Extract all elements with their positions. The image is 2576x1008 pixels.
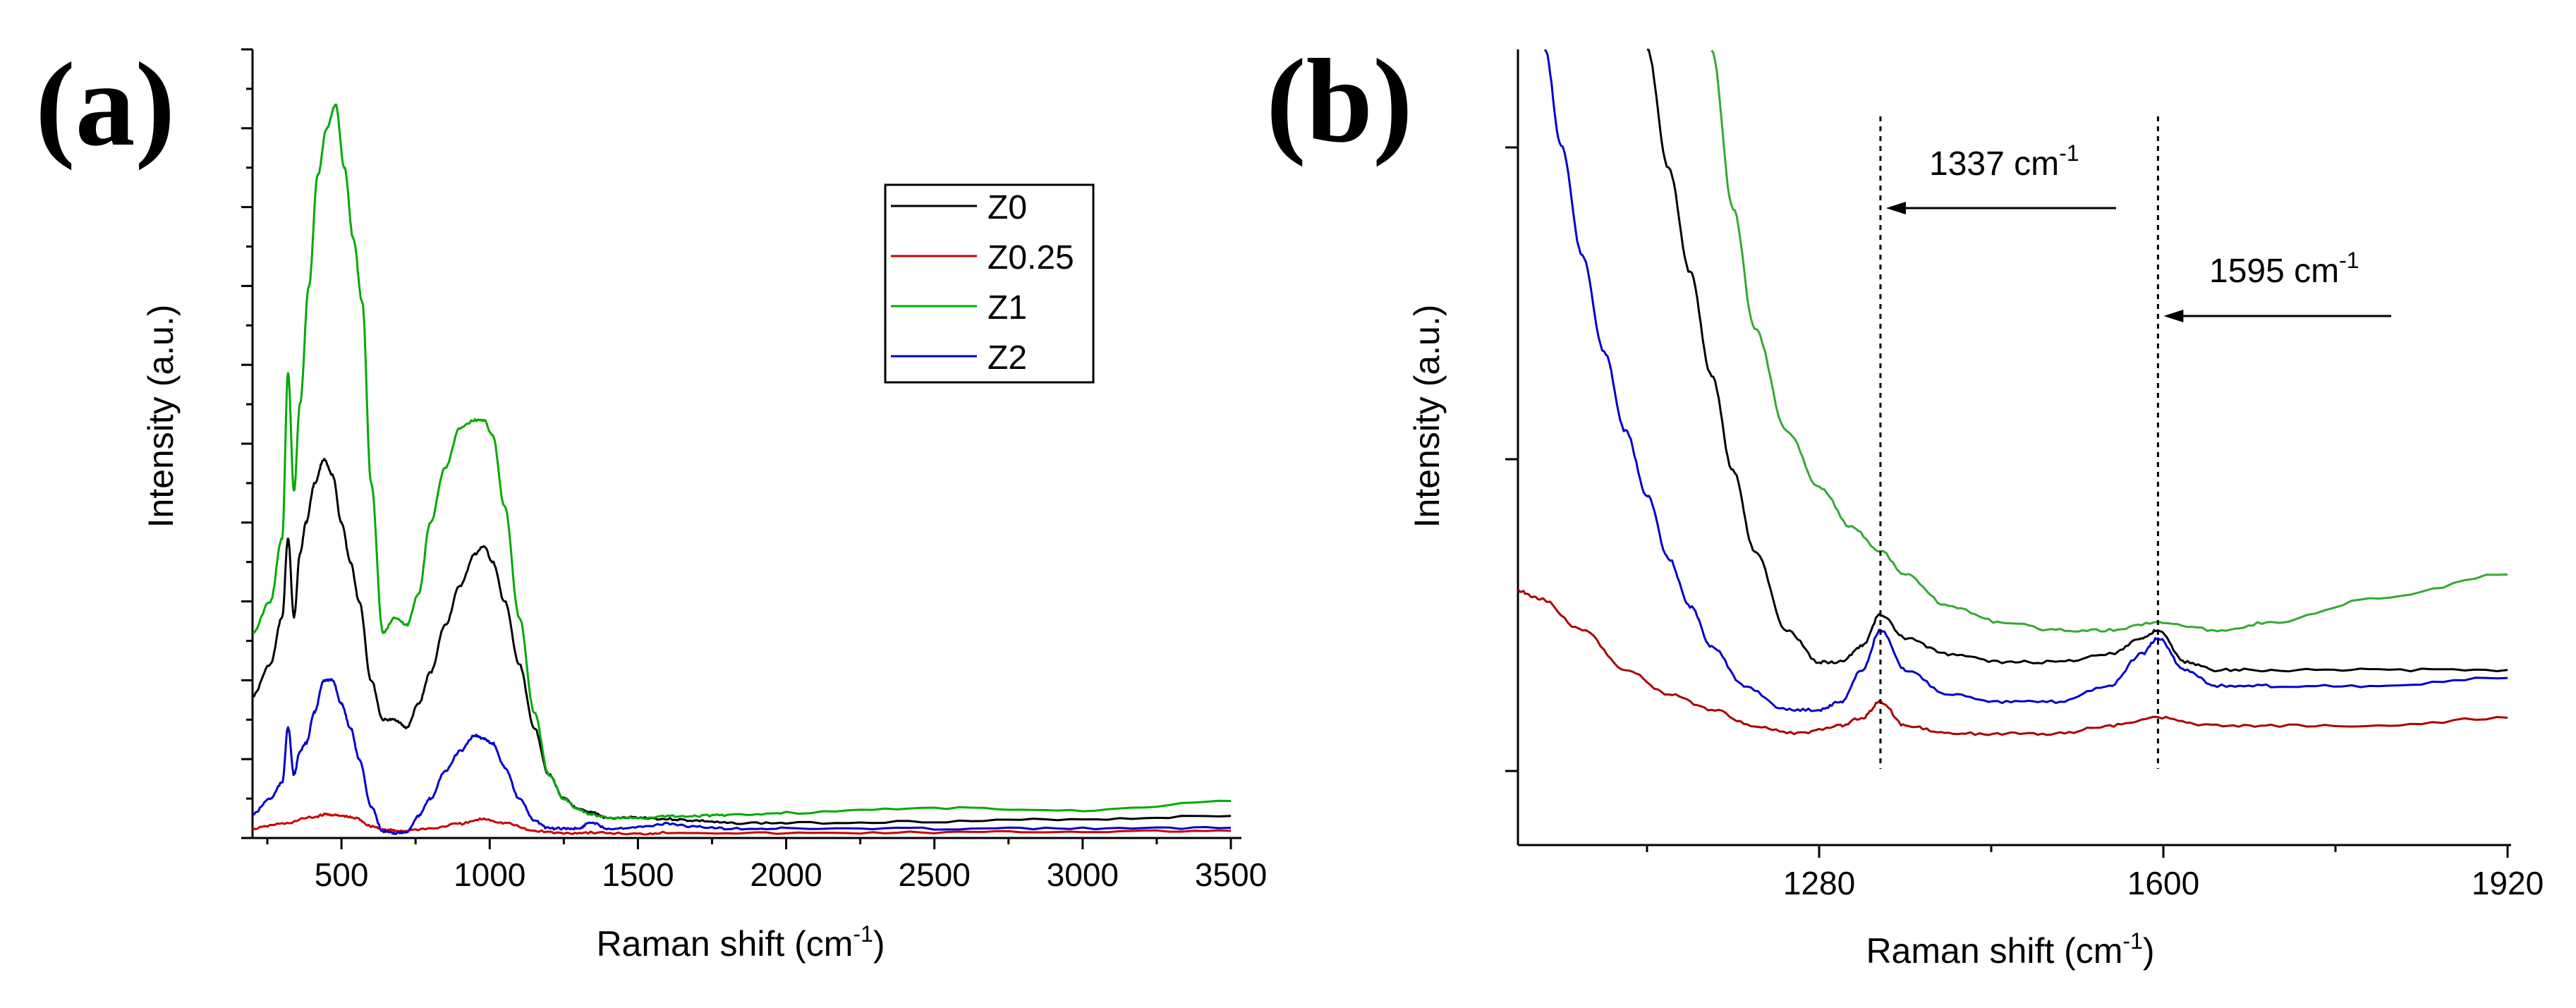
- arrow-head-icon: [1885, 202, 1906, 214]
- arrow-head-icon: [2163, 310, 2184, 322]
- series-line-z2: [1543, 49, 2508, 712]
- panel-a-y-ticks: [241, 48, 253, 839]
- panel-a-x-ticks: 500 1000 1500 2000 2500 3000 3500: [266, 838, 1267, 893]
- panel-a-y-axis-label: Intensity (a.u.): [141, 305, 181, 528]
- x-tick-label: 3500: [1195, 856, 1267, 893]
- series-line-z1: [252, 103, 1232, 820]
- panel-b-y-ticks: [1505, 146, 1518, 772]
- peak-annotation-label: 1337 cm-1: [1929, 140, 2079, 183]
- legend: Z0 Z0.25 Z1 Z2: [884, 183, 1095, 384]
- series-line-z1: [1711, 49, 2508, 633]
- x-tick-label: 1000: [454, 856, 525, 893]
- x-tick-label: 500: [315, 856, 369, 893]
- panel-a-label: (a): [35, 38, 175, 171]
- legend-label: Z2: [988, 339, 1027, 377]
- x-tick-label: 1920: [2472, 865, 2544, 901]
- legend-label: Z1: [988, 289, 1027, 327]
- panel-b-x-axis-label: Raman shift (cm-1): [1866, 928, 2154, 971]
- x-tick-label: 1280: [1783, 865, 1855, 901]
- panel-a-series: [252, 103, 1232, 836]
- panel-b-annotations: 1337 cm-1 1595 cm-1: [1879, 116, 2391, 769]
- panel-b: (b) 1280 1600 1920 1337 cm-1 1595 cm-1 Rama…: [1266, 35, 2544, 971]
- x-tick-label: 2500: [899, 856, 971, 893]
- legend-label: Z0: [988, 189, 1027, 226]
- x-tick-label: 3000: [1047, 856, 1119, 893]
- panel-a: (a) 500 1000 1500 2000 2500 3000 3500 Raman sh…: [35, 38, 1267, 964]
- series-line-z0: [1646, 48, 2508, 673]
- peak-annotation-label: 1595 cm-1: [2209, 248, 2359, 290]
- x-tick-label: 1500: [602, 856, 674, 893]
- panel-a-x-axis-label: Raman shift (cm-1): [596, 921, 885, 964]
- panel-b-label: (b): [1266, 35, 1413, 167]
- x-tick-label: 2000: [750, 856, 822, 893]
- x-tick-label: 1600: [2127, 865, 2199, 901]
- panel-b-x-ticks: 1280 1600 1920: [1646, 845, 2544, 901]
- series-line-z0: [252, 458, 1232, 825]
- series-line-z0-25: [252, 812, 1232, 836]
- panel-b-y-axis-label: Intensity (a.u.): [1407, 305, 1447, 528]
- series-line-z2: [252, 678, 1232, 835]
- legend-label: Z0.25: [988, 239, 1074, 277]
- legend-box: [884, 183, 1095, 384]
